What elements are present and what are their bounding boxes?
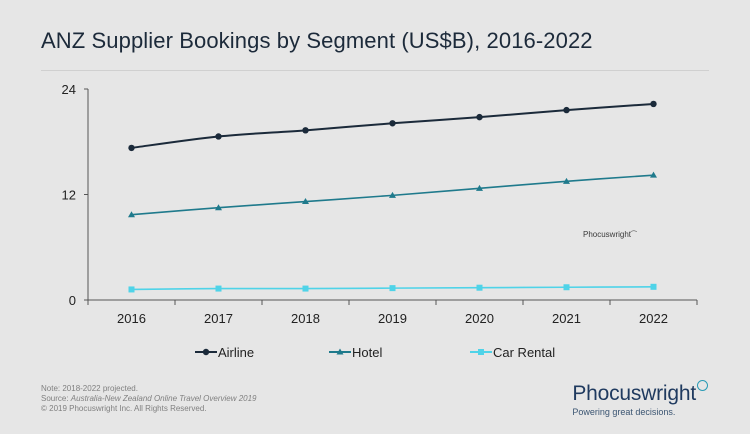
data-point-car-rental xyxy=(215,285,222,292)
data-point-hotel xyxy=(215,204,222,211)
y-tick-label: 0 xyxy=(69,293,76,308)
data-point-hotel xyxy=(563,177,570,184)
chart-title: ANZ Supplier Bookings by Segment (US$B),… xyxy=(41,28,593,53)
data-point-hotel xyxy=(650,171,657,178)
legend-label-airline: Airline xyxy=(218,345,254,360)
data-point-airline xyxy=(128,144,135,152)
legend-marker-car-rental xyxy=(478,349,484,355)
data-point-car-rental xyxy=(476,284,483,291)
data-point-car-rental xyxy=(563,284,570,291)
footnote-note: Note: 2018-2022 projected. xyxy=(41,384,138,393)
data-point-airline xyxy=(389,120,396,127)
data-point-hotel xyxy=(389,191,396,198)
speech-bubble-icon xyxy=(697,380,708,391)
data-point-car-rental xyxy=(302,285,309,292)
title-divider xyxy=(41,70,709,71)
data-point-airline xyxy=(215,133,222,140)
data-point-car-rental xyxy=(389,285,396,292)
x-tick-label: 2019 xyxy=(378,311,407,326)
legend-marker-airline xyxy=(202,348,210,356)
brand-logo: Phocuswright Powering great decisions. xyxy=(572,380,708,417)
data-point-hotel xyxy=(302,198,309,205)
y-tick-label: 24 xyxy=(62,82,76,97)
legend-label-hotel: Hotel xyxy=(352,345,382,360)
legend-marker-hotel xyxy=(336,348,344,355)
data-point-airline xyxy=(476,113,483,121)
footnotes: Note: 2018-2022 projected. Source: Austr… xyxy=(41,384,257,414)
x-tick-label: 2018 xyxy=(291,311,320,326)
data-point-hotel xyxy=(476,184,483,191)
legend-label-car-rental: Car Rental xyxy=(493,345,555,360)
x-tick-label: 2017 xyxy=(204,311,233,326)
x-tick-label: 2016 xyxy=(117,311,146,326)
data-point-car-rental xyxy=(650,283,657,290)
x-tick-label: 2021 xyxy=(552,311,581,326)
chart-watermark: Phocuswright⁀ xyxy=(583,230,637,239)
y-tick-label: 12 xyxy=(62,188,76,203)
data-point-car-rental xyxy=(128,286,135,293)
x-tick-label: 2022 xyxy=(639,311,668,326)
data-point-airline xyxy=(302,127,309,134)
brand-tagline: Powering great decisions. xyxy=(572,407,676,417)
data-point-airline xyxy=(563,106,570,114)
data-point-airline xyxy=(650,100,657,108)
brand-name: Phocuswright xyxy=(572,382,696,405)
data-point-hotel xyxy=(128,211,135,218)
footnote-source: Source: Australia-New Zealand Online Tra… xyxy=(41,394,257,403)
x-tick-label: 2020 xyxy=(465,311,494,326)
footnote-copyright: © 2019 Phocuswright Inc. All Rights Rese… xyxy=(41,404,207,413)
